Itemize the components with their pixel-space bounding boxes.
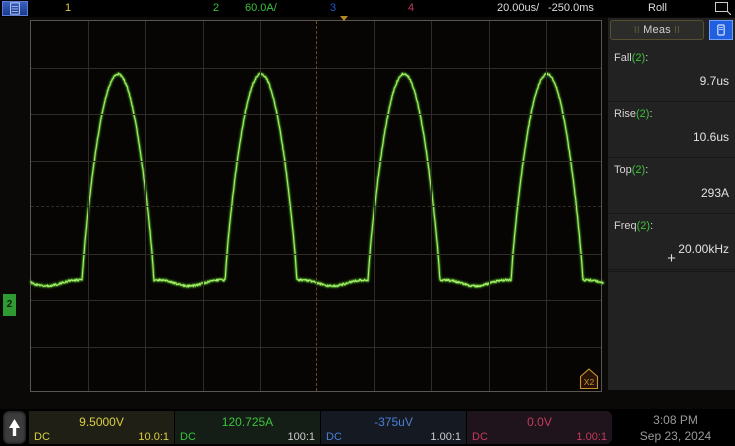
- svg-text:X2: X2: [584, 377, 595, 387]
